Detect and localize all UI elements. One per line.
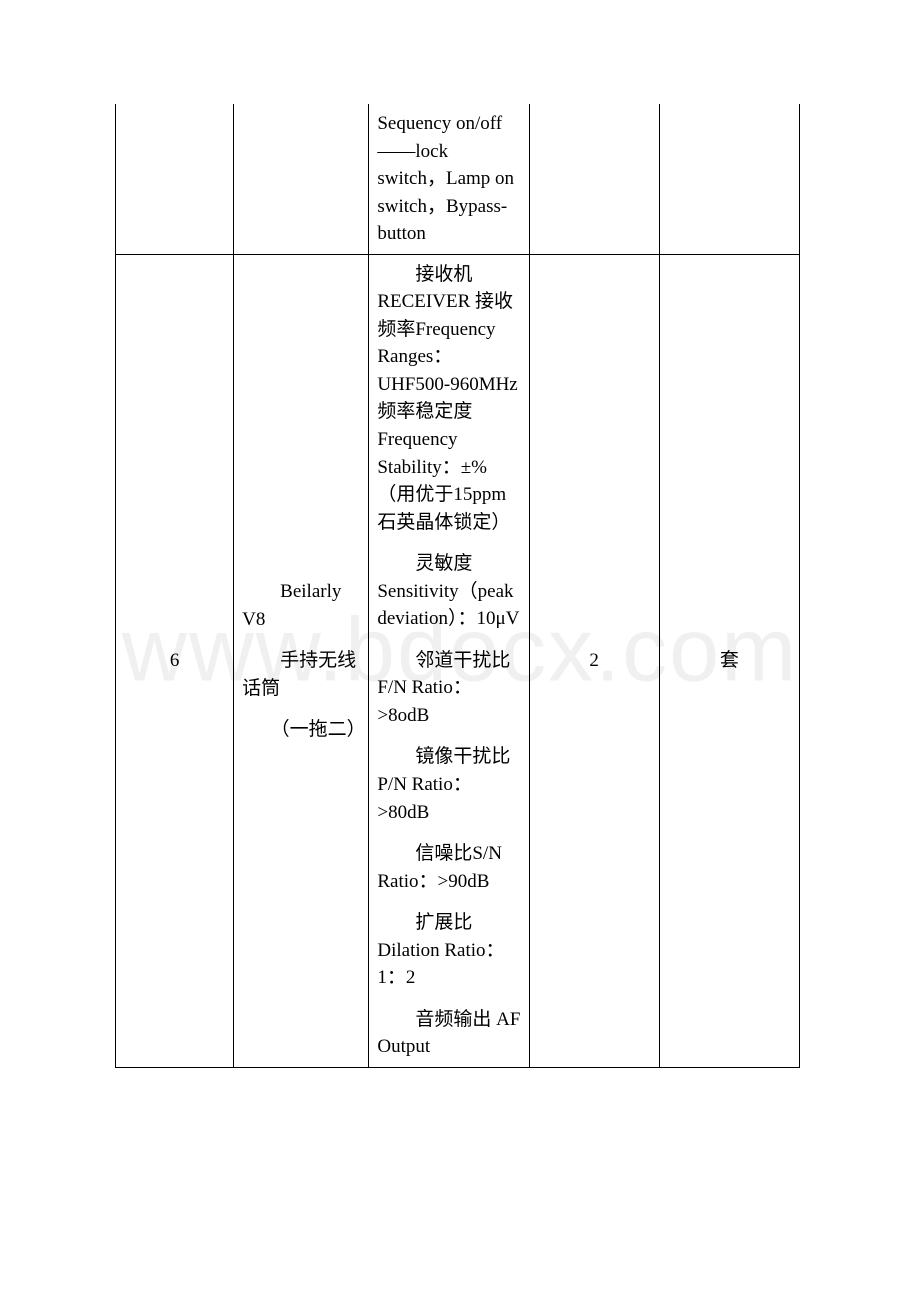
spec-text: 镜像干扰比 P/N Ratio：>80dB [377,743,520,826]
cell-spec: 接收机RECEIVER 接收频率Frequency Ranges：UHF500-… [369,254,529,1067]
cell-name [234,104,369,254]
cell-name: Beilarly V8 手持无线话筒 （一拖二） [234,254,369,1067]
spec-text: 信噪比S/N Ratio：>90dB [377,840,520,895]
spec-table: Sequency on/off——lock switch，Lamp on swi… [115,104,800,1068]
spec-text: Sequency on/off——lock switch，Lamp on swi… [377,110,520,248]
name-text: Beilarly V8 [242,578,360,633]
cell-num: 6 [116,254,234,1067]
spec-text: 音频输出 AF Output [377,1006,520,1061]
name-text: （一拖二） [242,716,360,744]
cell-unit: 套 [659,254,799,1067]
table-row: Sequency on/off——lock switch，Lamp on swi… [116,104,800,254]
cell-qty [529,104,659,254]
cell-qty: 2 [529,254,659,1067]
spec-text: 灵敏度Sensitivity（peak deviation）：10μV [377,550,520,633]
spec-text: 扩展比Dilation Ratio：1：2 [377,909,520,992]
cell-num [116,104,234,254]
table-row: 6 Beilarly V8 手持无线话筒 （一拖二） 接收机RECEIVER 接… [116,254,800,1067]
name-text: 手持无线话筒 [242,647,360,702]
cell-spec: Sequency on/off——lock switch，Lamp on swi… [369,104,529,254]
spec-text: 邻道干扰比 F/N Ratio：>8odB [377,647,520,730]
cell-unit [659,104,799,254]
spec-text: 接收机RECEIVER 接收频率Frequency Ranges：UHF500-… [377,261,520,536]
spec-table-wrapper: Sequency on/off——lock switch，Lamp on swi… [115,104,800,1068]
